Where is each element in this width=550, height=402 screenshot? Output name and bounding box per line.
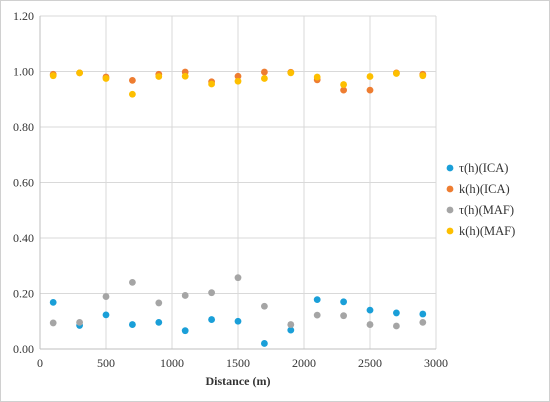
- y-tick-label: 0.00: [13, 342, 34, 356]
- data-point-series-3: [287, 321, 295, 328]
- gridlines: [40, 15, 437, 349]
- legend-marker: [446, 206, 454, 214]
- data-point-series-4: [366, 73, 374, 80]
- data-point-series-3: [155, 299, 163, 307]
- legend-label: τ(h)(ICA): [459, 161, 508, 175]
- data-point-series-3: [313, 311, 321, 319]
- data-point-series-4: [49, 72, 57, 80]
- data-point-series-3: [234, 274, 242, 282]
- data-point-series-3: [49, 319, 57, 327]
- y-tick-label: 0.80: [13, 120, 34, 134]
- data-point-series-2: [340, 86, 347, 94]
- data-point-series-2: [234, 72, 242, 80]
- x-axis-title: Distance (m): [206, 374, 271, 388]
- data-point-series-4: [181, 72, 189, 80]
- legend: τ(h)(ICA) k(h)(ICA) τ(h)(MAF) k(h)(MAF): [446, 161, 515, 238]
- data-point-series-1: [208, 316, 216, 323]
- legend-label: τ(h)(MAF): [459, 203, 514, 217]
- data-point-series-3: [366, 321, 374, 328]
- data-point-series-3: [76, 318, 83, 326]
- data-point-series-4: [261, 75, 268, 82]
- data-point-series-4: [419, 72, 427, 80]
- x-tick-label: 500: [97, 356, 115, 370]
- data-point-series-1: [366, 306, 374, 314]
- y-tick-label: 1.00: [13, 65, 34, 79]
- x-tick-label: 1000: [160, 356, 184, 370]
- data-point-series-2: [366, 86, 374, 94]
- axes: 0.00 0.20 0.40 0.60 0.80 1.00 1.20 0 500 1000 1500…: [13, 9, 448, 370]
- data-point-series-4: [340, 81, 347, 88]
- data-point-series-1: [287, 326, 295, 334]
- data-point-series-1: [313, 296, 321, 304]
- legend-label: k(h)(ICA): [459, 182, 510, 196]
- data-point-series-4: [313, 73, 321, 81]
- data-point-series-2: [261, 68, 268, 76]
- data-point-series-3: [419, 318, 427, 326]
- x-tick-label: 3000: [424, 356, 448, 370]
- data-point-series-1: [129, 321, 136, 328]
- data-point-series-3: [129, 279, 136, 286]
- data-point-series-4: [102, 75, 110, 82]
- data-point-series-1: [393, 309, 400, 317]
- data-point-series-4: [155, 73, 163, 80]
- data-point-series-4: [393, 70, 400, 77]
- data-point-series-2: [129, 76, 136, 84]
- data-point-series-3: [181, 292, 189, 299]
- data-point-series-4: [76, 69, 83, 77]
- y-tick-label: 0.60: [13, 176, 34, 190]
- x-tick-label: 2000: [292, 356, 316, 370]
- data-point-series-4: [234, 77, 242, 85]
- data-point-series-3: [340, 312, 347, 320]
- data-point-series-4: [208, 80, 216, 88]
- data-point-series-1: [261, 340, 268, 347]
- data-point-series-1: [102, 311, 110, 319]
- data-point-series-1: [49, 298, 57, 306]
- legend-marker: [446, 164, 454, 172]
- data-point-series-1: [155, 318, 163, 326]
- data-point-series-1: [181, 327, 189, 335]
- data-point-series-3: [261, 302, 268, 310]
- data-point-series-1: [419, 310, 427, 318]
- data-point-series-1: [234, 317, 242, 325]
- data-point-series-4: [287, 69, 295, 77]
- data-point-series-3: [102, 293, 110, 300]
- data-point-series-3: [208, 289, 216, 297]
- data-point-series-3: [393, 322, 400, 330]
- y-tick-label: 0.40: [13, 231, 34, 245]
- x-tick-label: 0: [37, 356, 43, 370]
- y-tick-label: 0.20: [13, 287, 34, 301]
- legend-label: k(h)(MAF): [459, 224, 515, 238]
- x-tick-label: 1500: [226, 356, 250, 370]
- legend-marker: [446, 185, 454, 193]
- data-points: [49, 68, 427, 347]
- data-point-series-4: [129, 90, 136, 98]
- data-point-series-1: [340, 298, 347, 306]
- legend-marker: [446, 227, 454, 235]
- x-tick-label: 2500: [358, 356, 382, 370]
- y-tick-label: 1.20: [13, 9, 34, 23]
